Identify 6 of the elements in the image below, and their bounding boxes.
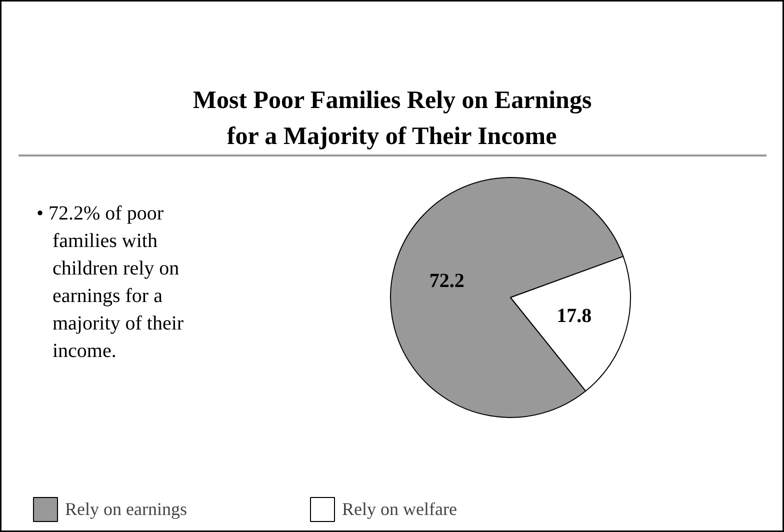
data-label: 72.2 xyxy=(429,270,464,292)
chart-title: Most Poor Families Rely on Earnings for a Majority of Their Income xyxy=(192,87,592,150)
data-label: 17.8 xyxy=(556,305,592,328)
text: • 72.2% of poor families with children rely on earnings for a majority of their income. xyxy=(36,202,184,362)
legend-label: Rely on earnings xyxy=(65,498,187,520)
legend-label: Rely on welfare xyxy=(342,498,457,520)
